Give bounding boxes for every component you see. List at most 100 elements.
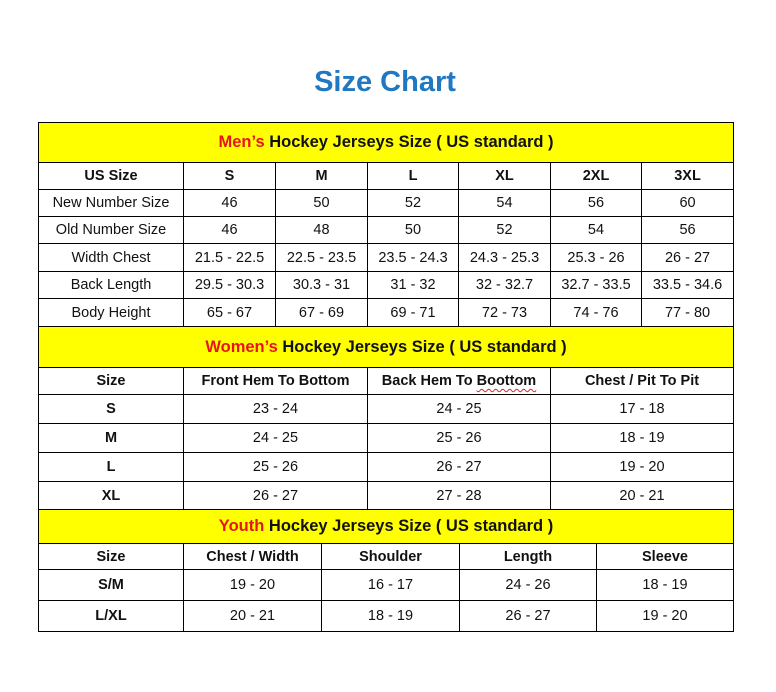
womens-size-table: Women’s Hockey Jerseys Size ( US standar… [37, 326, 735, 510]
banner-text: Hockey Jerseys Size ( US standard ) [277, 337, 567, 356]
table-cell: 65 - 67 [183, 298, 276, 327]
table-row: M 24 - 25 25 - 26 18 - 19 [38, 423, 735, 453]
table-cell: 48 [275, 216, 368, 244]
column-header-label: US Size [84, 168, 138, 184]
column-header: Back Hem To Boottom [367, 367, 551, 395]
column-header-label: Sleeve [642, 548, 688, 565]
column-header: XL [458, 162, 551, 190]
row-label: New Number Size [38, 189, 184, 217]
table-cell: 54 [458, 189, 551, 217]
table-cell: 46 [183, 189, 276, 217]
table-cell: 19 - 20 [595, 600, 735, 632]
column-header-label: 2XL [582, 168, 610, 184]
table-cell: 74 - 76 [550, 298, 642, 327]
column-header: L [367, 162, 459, 190]
column-header: US Size [38, 162, 184, 190]
women-banner-title: Women’s Hockey Jerseys Size ( US standar… [37, 326, 735, 368]
table-cell: 25 - 26 [183, 452, 368, 482]
table-cell: 16 - 17 [321, 569, 460, 601]
row-label: XL [38, 481, 184, 510]
table-row: S 23 - 24 24 - 25 17 - 18 [38, 394, 735, 424]
table-cell: 77 - 80 [640, 298, 735, 327]
table-cell: 24.3 - 25.3 [458, 243, 551, 272]
column-header: Sleeve [595, 543, 735, 570]
table-cell: 54 [550, 216, 642, 244]
table-cell: 46 [183, 216, 276, 244]
row-label: L/XL [38, 600, 184, 632]
column-header: Size [38, 367, 184, 395]
column-header-label: M [315, 168, 328, 184]
row-label: L [38, 452, 184, 482]
table-cell: 22.5 - 23.5 [275, 243, 368, 272]
table-cell: 26 - 27 [183, 481, 368, 510]
table-cell: 23.5 - 24.3 [367, 243, 459, 272]
column-header-label: Shoulder [359, 548, 422, 565]
table-cell: 25.3 - 26 [550, 243, 642, 272]
column-header: Shoulder [321, 543, 460, 570]
table-cell: 60 [640, 189, 735, 217]
banner-highlight: Youth [218, 517, 265, 535]
youth-size-table: Youth Hockey Jerseys Size ( US standard … [37, 509, 735, 632]
youth-banner: Youth Hockey Jerseys Size ( US standard … [37, 509, 735, 544]
column-header-label: Back Hem To Boottom [381, 373, 537, 389]
banner-highlight: Women’s [205, 337, 278, 356]
table-cell: 21.5 - 22.5 [183, 243, 276, 272]
women-banner: Women’s Hockey Jerseys Size ( US standar… [37, 326, 735, 368]
table-cell: 30.3 - 31 [275, 271, 368, 299]
spellcheck-word: Boottom [476, 373, 537, 389]
table-cell: 52 [458, 216, 551, 244]
column-header-label: Front Hem To Bottom [201, 373, 350, 389]
column-header: S [183, 162, 276, 190]
column-header-label: Length [503, 548, 553, 565]
column-header: Chest / Pit To Pit [549, 367, 735, 395]
table-cell: 67 - 69 [275, 298, 368, 327]
table-cell: 23 - 24 [183, 394, 368, 424]
table-cell: 26 - 27 [640, 243, 735, 272]
table-cell: 24 - 25 [367, 394, 551, 424]
table-cell: 33.5 - 34.6 [640, 271, 735, 299]
row-label: S [38, 394, 184, 424]
table-cell: 69 - 71 [367, 298, 459, 327]
table-cell: 25 - 26 [367, 423, 551, 453]
row-label: M [38, 423, 184, 453]
column-header-label: Size [96, 548, 126, 565]
column-header-label: Chest / Pit To Pit [584, 373, 700, 389]
table-cell: 56 [640, 216, 735, 244]
banner-highlight: Men’s [218, 133, 265, 151]
table-row: Width Chest 21.5 - 22.5 22.5 - 23.5 23.5 - … [38, 243, 735, 272]
mens-size-table: Men’s Hockey Jerseys Size ( US standard … [37, 122, 735, 327]
table-cell: 18 - 19 [549, 423, 735, 453]
column-header: Length [459, 543, 597, 570]
youth-banner-title: Youth Hockey Jerseys Size ( US standard … [37, 509, 735, 544]
table-cell: 18 - 19 [595, 569, 735, 601]
table-row: XL 26 - 27 27 - 28 20 - 21 [38, 481, 735, 510]
banner-text: Hockey Jerseys Size ( US standard ) [264, 133, 554, 151]
row-label: Back Length [38, 271, 184, 299]
table-row: L/XL 20 - 21 18 - 19 26 - 27 19 - 20 [38, 600, 735, 632]
table-cell: 26 - 27 [459, 600, 597, 632]
column-header-label: Chest / Width [206, 548, 299, 565]
row-label: Old Number Size [38, 216, 184, 244]
table-cell: 32 - 32.7 [458, 271, 551, 299]
table-row: Old Number Size 46 48 50 52 54 56 [38, 216, 735, 244]
table-row: New Number Size 46 50 52 54 56 60 [38, 189, 735, 217]
table-row: S/M 19 - 20 16 - 17 24 - 26 18 - 19 [38, 569, 735, 601]
table-cell: 29.5 - 30.3 [183, 271, 276, 299]
header-row: Size Front Hem To Bottom Back Hem To Boott… [38, 367, 735, 395]
table-cell: 50 [367, 216, 459, 244]
column-header: 3XL [640, 162, 735, 190]
table-cell: 24 - 26 [459, 569, 597, 601]
column-header: M [275, 162, 368, 190]
row-label: S/M [38, 569, 184, 601]
column-header-label: Size [96, 373, 126, 389]
table-row: L 25 - 26 26 - 27 19 - 20 [38, 452, 735, 482]
column-header-label: XL [495, 168, 514, 184]
table-cell: 24 - 25 [183, 423, 368, 453]
table-cell: 52 [367, 189, 459, 217]
row-label: Body Height [38, 298, 184, 327]
table-cell: 19 - 20 [549, 452, 735, 482]
table-cell: 31 - 32 [367, 271, 459, 299]
table-cell: 26 - 27 [367, 452, 551, 482]
men-banner-title: Men’s Hockey Jerseys Size ( US standard … [37, 122, 735, 163]
table-cell: 18 - 19 [321, 600, 460, 632]
